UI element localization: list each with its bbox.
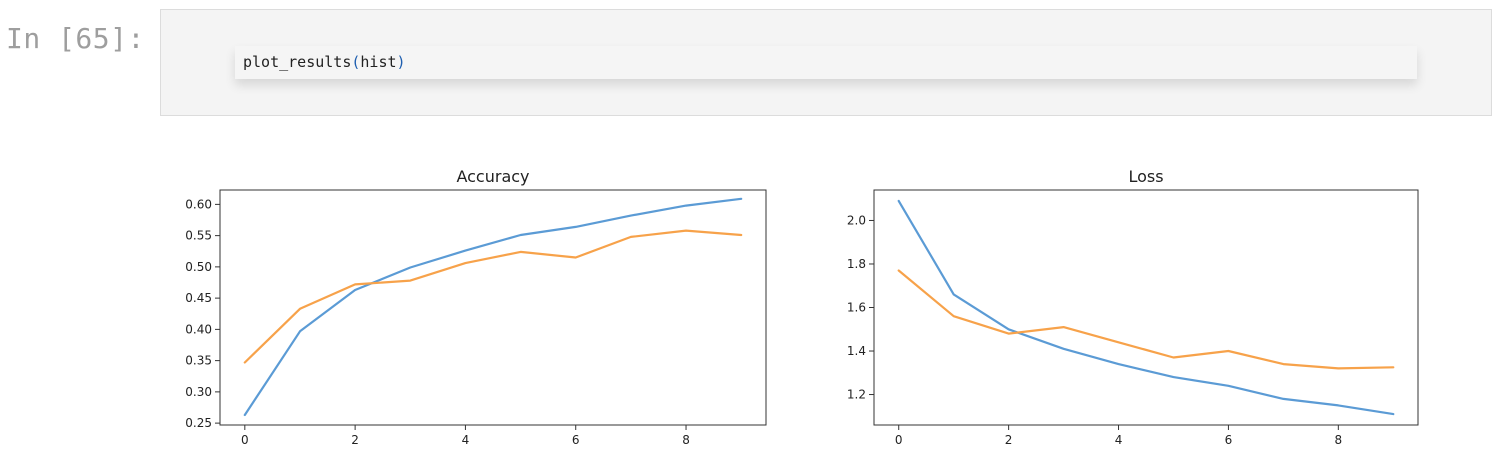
chart-accuracy-ytick-label: 0.40	[185, 322, 212, 336]
code-input[interactable]: plot_results(hist)	[235, 46, 1417, 79]
chart-loss-xtick-label: 8	[1335, 433, 1343, 447]
code-close-paren: )	[396, 53, 406, 71]
chart-accuracy-xtick-label: 2	[351, 433, 359, 447]
chart-accuracy-series-0-line	[243, 197, 743, 417]
chart-loss-ytick-label: 1.6	[847, 301, 866, 315]
chart-loss: Loss 0 2 4 6 8 1.2 1.4 1.6 1.8 2.0	[847, 167, 1419, 447]
chart-accuracy-ytick-label: 0.35	[185, 354, 212, 368]
code-function: plot_results	[243, 53, 352, 71]
chart-accuracy-ytick-label: 0.45	[185, 291, 212, 305]
chart-loss-xtick-label: 2	[1005, 433, 1013, 447]
chart-accuracy-ytick-label: 0.55	[185, 229, 212, 243]
chart-accuracy-xtick-label: 4	[462, 433, 470, 447]
code-open-paren: (	[351, 53, 361, 71]
chart-loss-series-0-line	[897, 199, 1395, 416]
chart-loss-series-1-line	[897, 269, 1395, 370]
chart-loss-ytick-label: 2.0	[847, 213, 866, 227]
chart-loss-ytick-label: 1.2	[847, 388, 866, 402]
chart-accuracy-ytick-label: 0.60	[185, 197, 212, 211]
chart-loss-ytick-label: 1.4	[847, 344, 866, 358]
chart-loss-ytick-label: 1.8	[847, 257, 866, 271]
chart-loss-frame	[873, 189, 1419, 426]
chart-accuracy: Accuracy 0 2 4 6 8 0.25 0.30 0.35 0.40 0.45 0.50 0.5…	[185, 167, 767, 447]
chart-loss-xtick-label: 4	[1115, 433, 1123, 447]
chart-accuracy-ytick-label: 0.25	[185, 416, 212, 430]
chart-accuracy-xtick-label: 8	[682, 433, 690, 447]
chart-accuracy-series-1-line	[243, 229, 743, 364]
chart-loss-xtick-label: 0	[895, 433, 903, 447]
chart-accuracy-title: Accuracy	[456, 167, 529, 186]
chart-accuracy-xtick-label: 6	[572, 433, 580, 447]
chart-accuracy-xtick-label: 0	[241, 433, 249, 447]
chart-loss-xtick-label: 6	[1225, 433, 1233, 447]
chart-accuracy-ytick-label: 0.30	[185, 385, 212, 399]
code-argument: hist	[360, 53, 397, 71]
chart-accuracy-ytick-label: 0.50	[185, 260, 212, 274]
cell-prompt: In [65]:	[6, 22, 145, 55]
chart-accuracy-frame	[219, 189, 767, 426]
chart-loss-title: Loss	[1128, 167, 1163, 186]
